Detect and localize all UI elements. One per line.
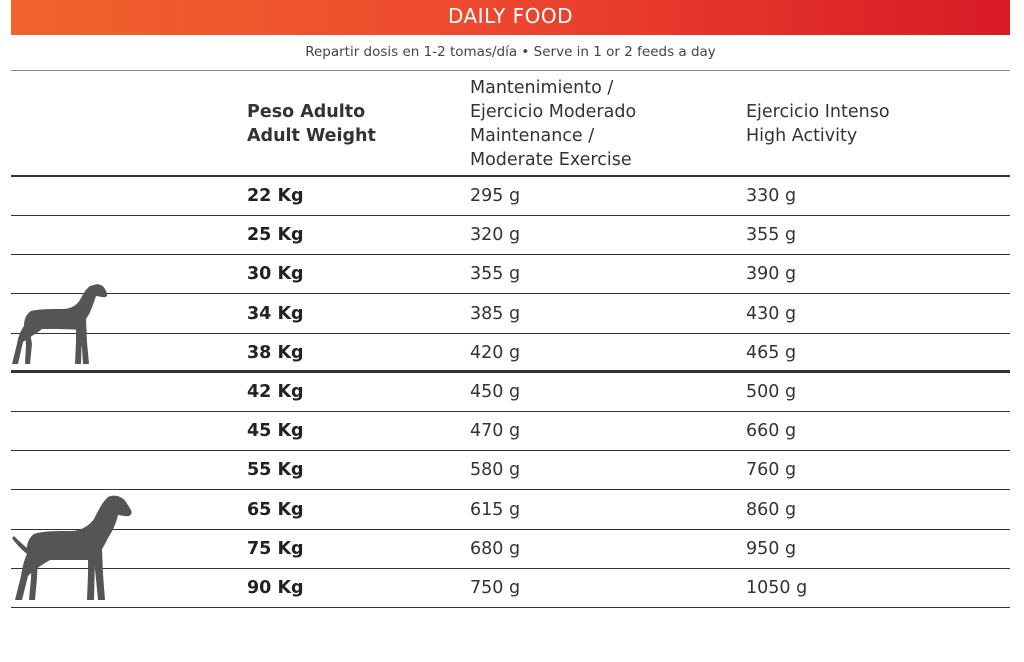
table-row: 90 Kg 750 g 1050 g (11, 569, 1010, 608)
maintenance-cell: 470 g (470, 421, 521, 442)
row-divider (11, 450, 1010, 452)
weight-cell: 90 Kg (247, 578, 304, 598)
intense-cell: 355 g (746, 225, 797, 246)
maintenance-cell: 420 g (470, 342, 521, 363)
table-row: 25 Kg 320 g 355 g (11, 216, 1010, 256)
table-row: 34 Kg 385 g 430 g (11, 295, 1010, 334)
maintenance-cell: 295 g (470, 186, 521, 206)
intense-cell: 760 g (746, 460, 797, 481)
row-divider (11, 371, 1010, 373)
row-divider (11, 332, 1010, 334)
weight-cell: 22 Kg (247, 186, 304, 206)
column-header-intense: Ejercicio Intenso High Activity (746, 102, 890, 146)
maintenance-cell: 580 g (470, 460, 521, 481)
serving-instructions: Repartir dosis en 1-2 tomas/día • Serve … (305, 44, 716, 60)
column-header-maintenance: Mantenimiento / Ejercicio Moderado Maint… (470, 78, 637, 170)
maintenance-cell: 680 g (470, 538, 521, 559)
large-dog-icon (12, 284, 108, 364)
table-row: 22 Kg 295 g 330 g (11, 177, 1010, 216)
page-title: DAILY FOOD (447, 4, 574, 28)
intense-cell: 390 g (746, 264, 797, 285)
maintenance-cell: 750 g (470, 578, 521, 598)
weight-cell: 38 Kg (247, 342, 304, 363)
giant-dog-icon (12, 495, 132, 600)
weight-cell: 65 Kg (247, 499, 304, 520)
intense-cell: 465 g (746, 342, 797, 363)
group-divider (11, 370, 1010, 372)
intense-cell: 950 g (746, 538, 797, 559)
maintenance-cell: 615 g (470, 499, 521, 520)
title-banner: DAILY FOOD (11, 0, 1010, 35)
table-row: 75 Kg 680 g 950 g (11, 530, 1010, 569)
weight-cell: 45 Kg (247, 421, 304, 442)
row-divider (11, 215, 1010, 216)
maintenance-cell: 320 g (470, 225, 521, 246)
table-row: 30 Kg 355 g 390 g (11, 255, 1010, 295)
row-divider (11, 293, 1010, 295)
weight-cell: 55 Kg (247, 460, 304, 481)
row-divider (11, 411, 1010, 412)
intense-cell: 860 g (746, 499, 797, 520)
column-header-weight: Peso Adulto Adult Weight (247, 102, 376, 146)
row-divider (11, 607, 1010, 608)
header-divider (11, 175, 1010, 177)
weight-cell: 25 Kg (247, 225, 304, 246)
weight-cell: 75 Kg (247, 538, 304, 559)
intense-cell: 660 g (746, 421, 797, 442)
weight-cell: 30 Kg (247, 264, 304, 285)
table-row: 55 Kg 580 g 760 g (11, 451, 1010, 491)
intense-cell: 1050 g (746, 578, 808, 598)
intense-cell: 430 g (746, 303, 797, 324)
table-row: 45 Kg 470 g 660 g (11, 412, 1010, 452)
maintenance-cell: 450 g (470, 382, 521, 402)
row-divider (11, 567, 1010, 569)
intense-cell: 500 g (746, 382, 797, 402)
maintenance-cell: 385 g (470, 303, 521, 324)
table-row: 38 Kg 420 g 465 g (11, 334, 1010, 373)
table-row: 65 Kg 615 g 860 g (11, 491, 1010, 530)
row-divider (11, 254, 1010, 256)
weight-cell: 42 Kg (247, 382, 304, 402)
row-divider (11, 489, 1010, 491)
table-row: 42 Kg 450 g 500 g (11, 373, 1010, 412)
maintenance-cell: 355 g (470, 264, 521, 285)
intense-cell: 330 g (746, 186, 797, 206)
weight-cell: 34 Kg (247, 303, 304, 324)
row-divider (11, 528, 1010, 530)
divider (11, 70, 1010, 71)
